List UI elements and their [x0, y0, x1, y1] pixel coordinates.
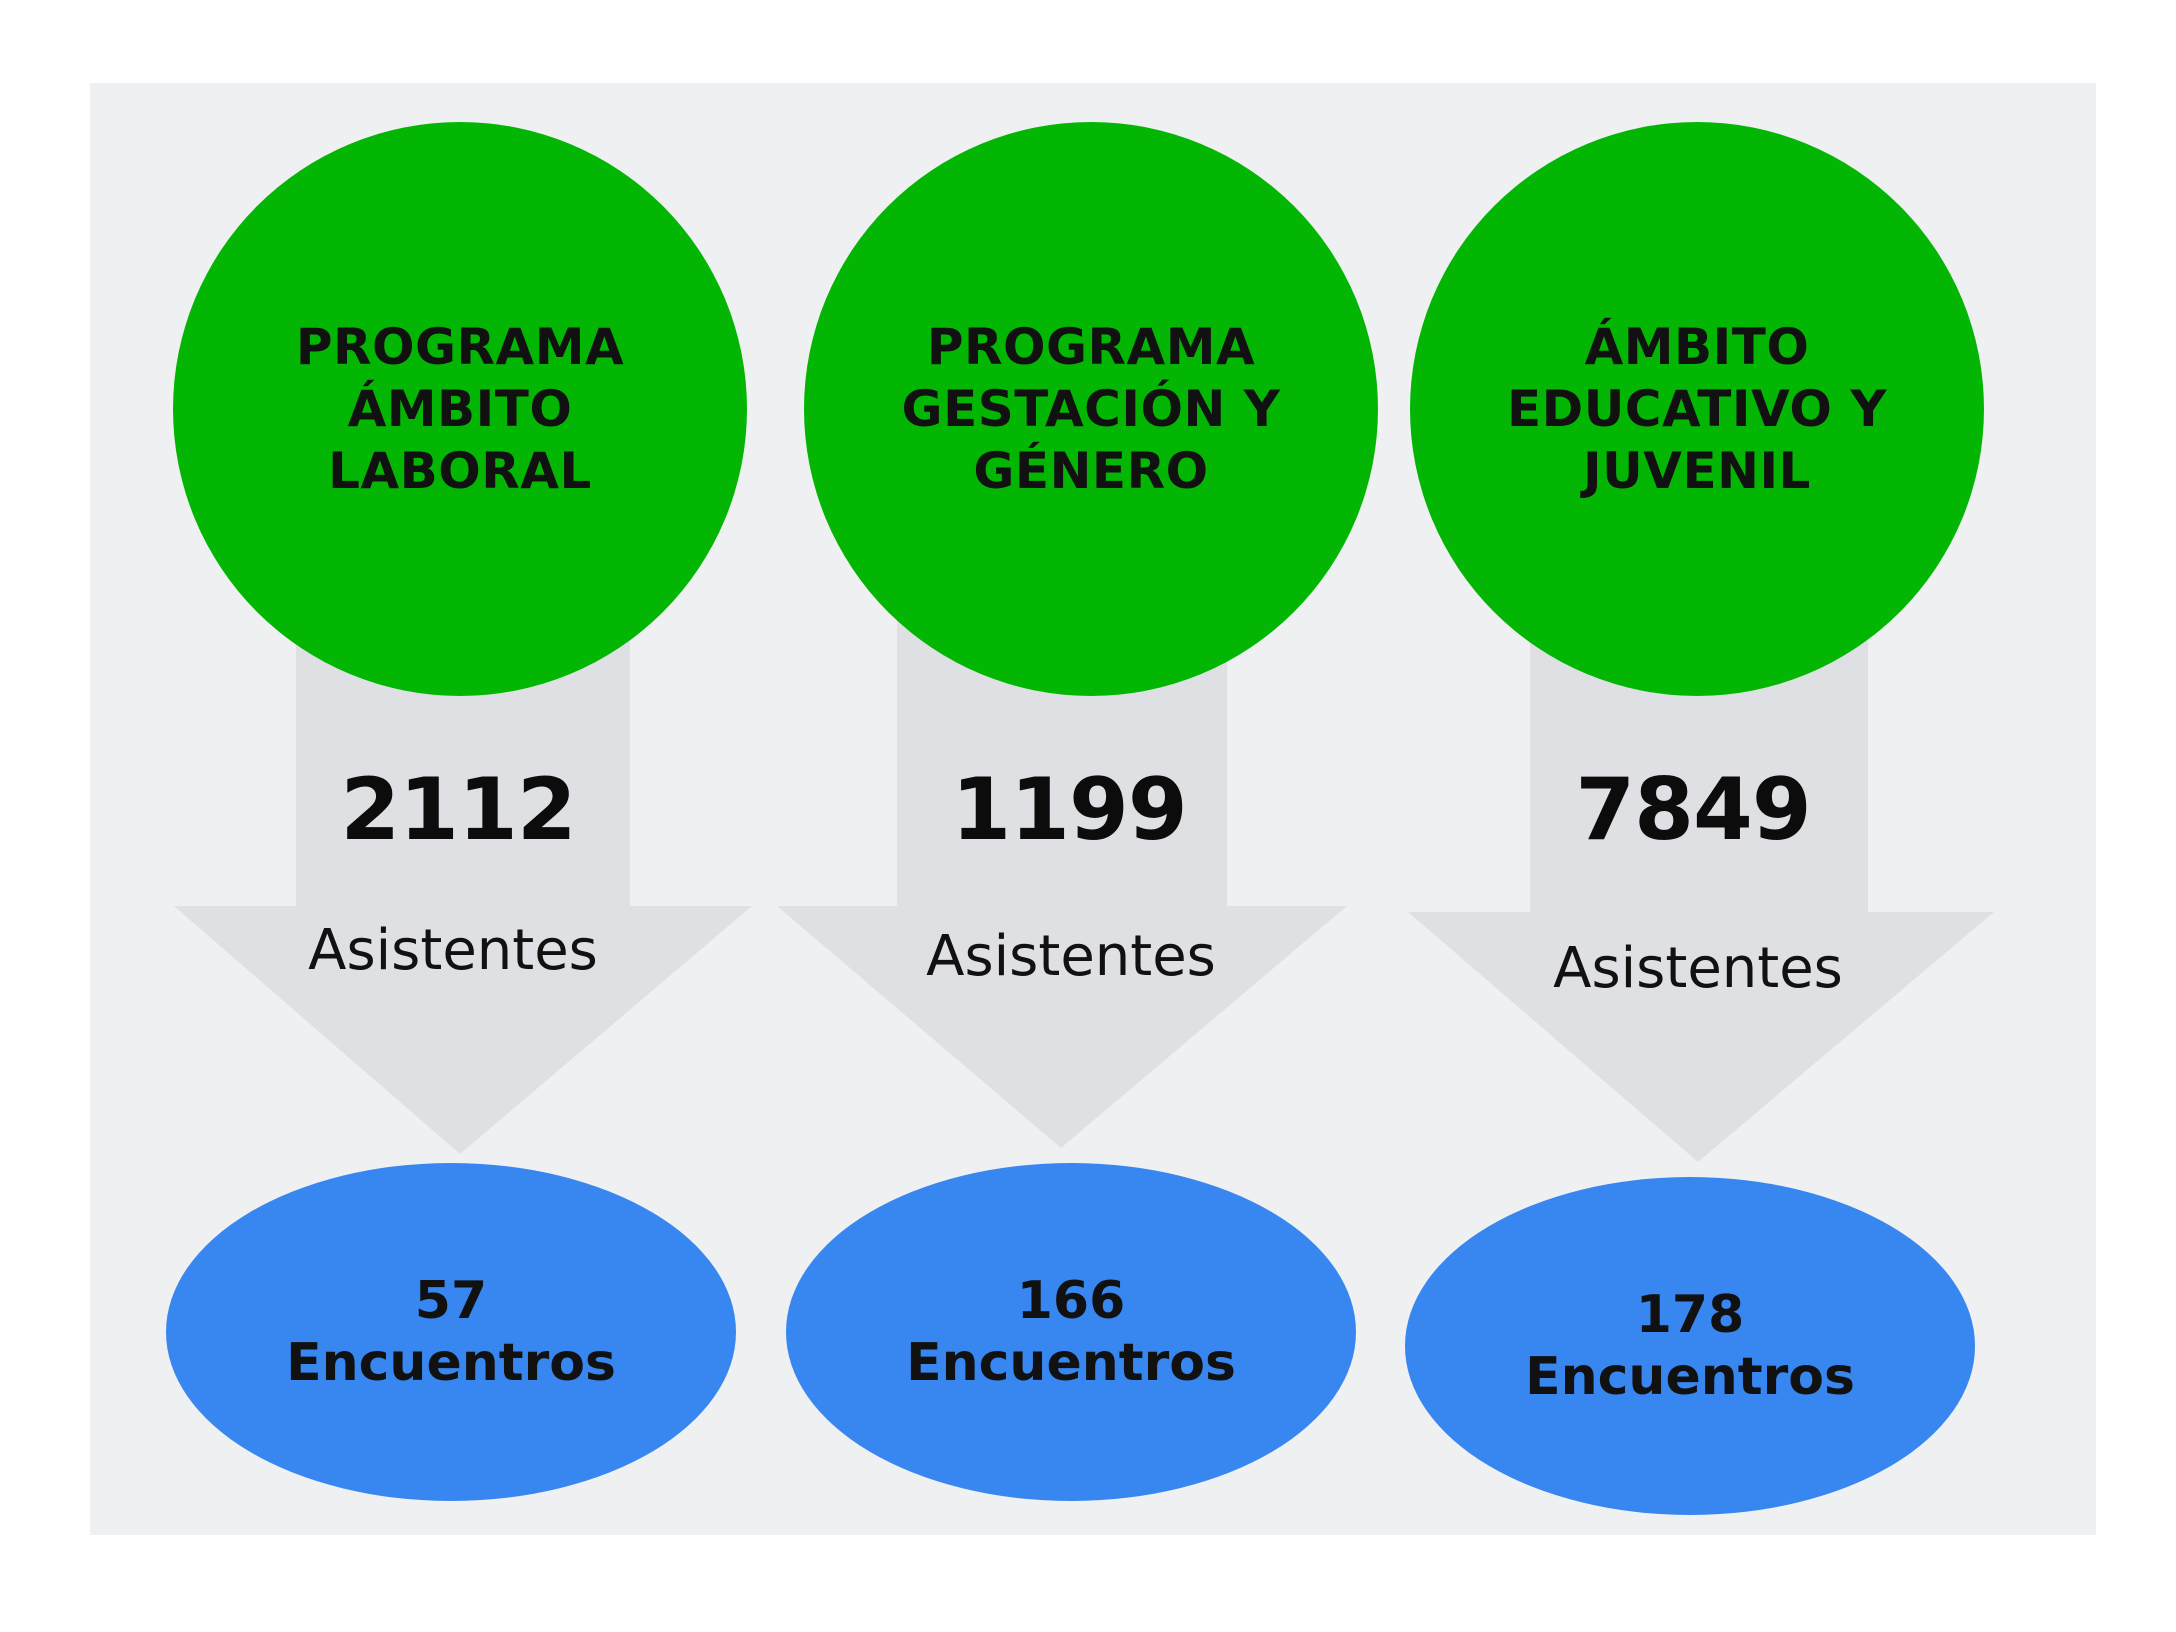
meetings-label-1: Encuentros	[286, 1333, 616, 1393]
attendees-label-2: Asistentes	[926, 924, 1216, 989]
meetings-count-3: 178	[1635, 1285, 1745, 1345]
meetings-count-2: 166	[1016, 1271, 1126, 1331]
program-title-2: PROGRAMA GESTACIÓN Y GÉNERO	[901, 318, 1281, 500]
program-circle-1: PROGRAMA ÁMBITO LABORAL	[173, 122, 747, 696]
attendees-label-1: Asistentes	[308, 918, 598, 983]
down-arrow-3	[1408, 620, 1994, 1162]
meetings-ellipse-3: 178 Encuentros	[1405, 1177, 1975, 1515]
attendees-count-1: 2112	[340, 760, 576, 860]
program-title-1: PROGRAMA ÁMBITO LABORAL	[295, 318, 625, 500]
program-title-3: ÁMBITO EDUCATIVO Y JUVENIL	[1507, 318, 1887, 500]
attendees-count-3: 7849	[1575, 760, 1811, 860]
meetings-ellipse-2: 166 Encuentros	[786, 1163, 1356, 1501]
program-circle-2: PROGRAMA GESTACIÓN Y GÉNERO	[804, 122, 1378, 696]
program-circle-3: ÁMBITO EDUCATIVO Y JUVENIL	[1410, 122, 1984, 696]
meetings-label-3: Encuentros	[1525, 1347, 1855, 1407]
down-arrow-2	[777, 600, 1347, 1148]
down-arrow-1	[174, 600, 752, 1154]
attendees-count-2: 1199	[951, 760, 1187, 860]
meetings-count-1: 57	[414, 1271, 488, 1331]
meetings-label-2: Encuentros	[906, 1333, 1236, 1393]
attendees-label-3: Asistentes	[1553, 936, 1843, 1001]
meetings-ellipse-1: 57 Encuentros	[166, 1163, 736, 1501]
